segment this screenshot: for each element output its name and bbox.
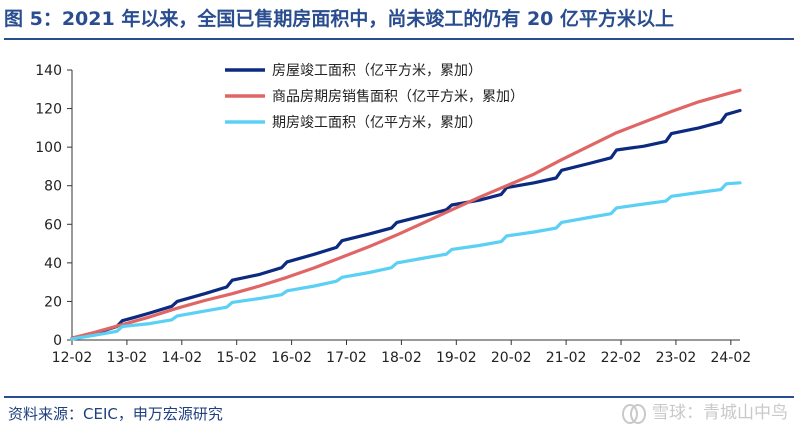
footer-divider	[4, 396, 794, 398]
x-tick-label: 18-02	[381, 350, 422, 366]
line-chart: 0 20 40 60 80 100 120 140 12-02 13-02 14-02 15-02 16…	[35, 63, 751, 366]
x-tick-label: 14-02	[161, 350, 202, 366]
x-tick-label: 20-02	[491, 350, 532, 366]
x-tick-label: 17-02	[326, 350, 367, 366]
legend-label-2: 商品房期房销售面积（亿平方米，累加）	[272, 89, 524, 105]
x-tick-label: 19-02	[436, 350, 477, 366]
y-tick-label: 80	[44, 179, 62, 195]
y-tick-label: 100	[35, 140, 62, 156]
watermark: 雪球：青城山中鸟	[620, 399, 788, 427]
x-tick-label: 16-02	[271, 350, 312, 366]
y-tick-label: 120	[35, 102, 62, 118]
chart-series	[70, 88, 742, 341]
y-tick-label: 140	[35, 63, 62, 79]
watermark-text: 雪球：青城山中鸟	[652, 403, 788, 423]
series-line-2	[70, 88, 742, 340]
x-tick-label: 24-02	[710, 350, 751, 366]
series-line-3	[70, 181, 742, 341]
chart-legend: 房屋竣工面积（亿平方米，累加） 商品房期房销售面积（亿平方米，累加） 期房竣工面积（…	[225, 63, 524, 131]
legend-label-1: 房屋竣工面积（亿平方米，累加）	[272, 63, 482, 79]
x-tick-label: 12-02	[52, 350, 93, 366]
x-tick-label: 22-02	[601, 350, 642, 366]
title-divider	[4, 38, 794, 40]
x-tick-label: 23-02	[656, 350, 697, 366]
legend-label-3: 期房竣工面积（亿平方米，累加）	[272, 115, 482, 131]
y-tick-label: 20	[44, 294, 62, 310]
x-tick-label: 21-02	[546, 350, 587, 366]
page-title: 图 5：2021 年以来，全国已售期房面积中，尚未竣工的仍有 20 亿平方米以上	[4, 8, 675, 30]
source-note: 资料来源：CEIC，申万宏源研究	[8, 405, 223, 423]
chart-axes: 0 20 40 60 80 100 120 140 12-02 13-02 14-02 15-02 16…	[35, 63, 751, 366]
snowball-logo-icon	[620, 402, 646, 424]
x-tick-label: 13-02	[107, 350, 148, 366]
y-tick-label: 0	[53, 333, 62, 349]
y-tick-label: 60	[44, 217, 62, 233]
series-line-1	[70, 108, 742, 340]
x-tick-label: 15-02	[216, 350, 257, 366]
y-tick-label: 40	[44, 256, 62, 272]
